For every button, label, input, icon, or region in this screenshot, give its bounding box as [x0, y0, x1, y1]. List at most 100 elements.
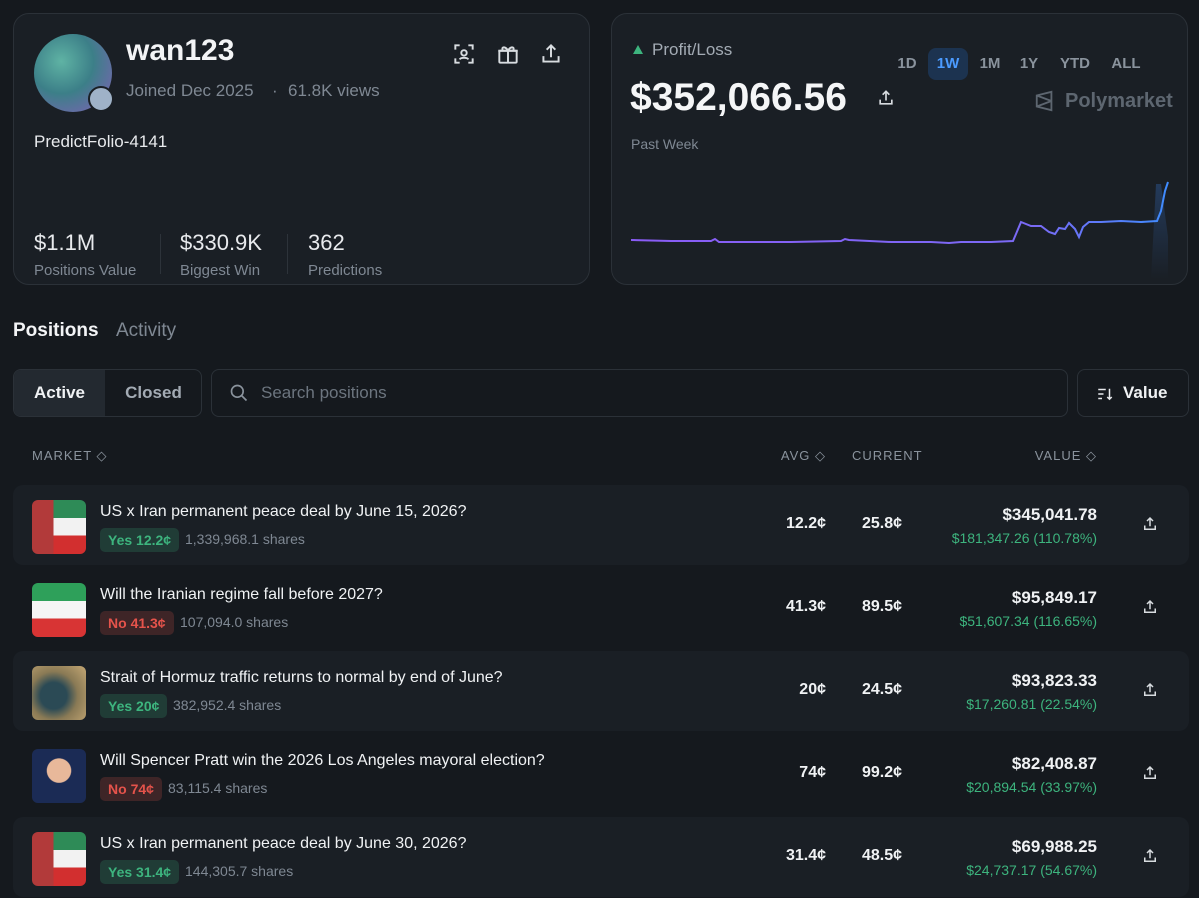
column-label: VALUE — [1034, 448, 1082, 463]
market-title[interactable]: Strait of Hormuz traffic returns to norm… — [100, 669, 503, 686]
column-label: CURRENT — [852, 448, 923, 463]
range-button[interactable]: 1W — [928, 48, 968, 80]
share-position[interactable] — [1141, 847, 1159, 865]
outcome-side: No — [108, 781, 127, 797]
current-price: 99.2¢ — [861, 764, 902, 781]
tab[interactable]: Positions — [13, 320, 99, 341]
column-header[interactable]: VALUE ◇ — [1034, 448, 1097, 463]
market-image — [32, 749, 86, 803]
scan-button[interactable] — [451, 41, 477, 67]
market-title[interactable]: US x Iran permanent peace deal by June 1… — [100, 503, 467, 520]
range-button[interactable]: 1D — [897, 55, 917, 72]
shares: 83,115.4 shares — [168, 780, 268, 796]
shares: 144,305.7 shares — [185, 863, 294, 879]
position-pnl: $20,894.54 (33.97%) — [966, 779, 1097, 795]
column-header[interactable]: MARKET ◇ — [32, 448, 108, 463]
joined: Joined Dec 2025 — [126, 81, 254, 100]
brand-logo — [1035, 90, 1053, 112]
avg-price: 31.4¢ — [785, 847, 826, 864]
outcome-side: Yes — [108, 864, 133, 880]
outcome-pill: Yes 12.2¢ — [100, 528, 180, 552]
position-value: $69,988.25 — [1011, 837, 1097, 856]
shares: 1,339,968.1 shares — [185, 531, 305, 547]
outcome-price: 20¢ — [136, 698, 160, 714]
avg-price: 20¢ — [799, 681, 826, 698]
up-arrow — [633, 45, 643, 54]
column-header[interactable]: AVG ◇ — [780, 448, 826, 463]
position-row[interactable]: Will the Iranian regime fall before 2027… — [13, 568, 1189, 648]
outcome-price: 12.2¢ — [136, 532, 172, 548]
filter-button[interactable]: Active — [14, 370, 105, 416]
views: 61.8K views — [288, 81, 380, 100]
avg-price: 12.2¢ — [785, 515, 826, 532]
outcome-price: 74¢ — [130, 781, 154, 797]
share-position[interactable] — [1141, 515, 1159, 533]
share-position[interactable] — [1141, 598, 1159, 616]
share-position[interactable] — [1141, 681, 1159, 699]
brand: Polymarket — [1065, 90, 1173, 112]
sort-label: Value — [1123, 383, 1168, 402]
share-icon — [1144, 516, 1156, 530]
username: wan123 — [126, 34, 235, 67]
pnl-label: Profit/Loss — [652, 40, 733, 59]
market-image — [32, 666, 86, 720]
range-button[interactable]: 1M — [979, 55, 1001, 72]
position-row[interactable]: Strait of Hormuz traffic returns to norm… — [13, 651, 1189, 731]
outcome-price: 31.4¢ — [136, 864, 172, 880]
range-button[interactable]: ALL — [1111, 55, 1141, 72]
column-header: CURRENT — [852, 448, 923, 463]
position-value: $95,849.17 — [1011, 588, 1097, 607]
stat-value: $330.9K — [180, 230, 262, 255]
stat-label: Positions Value — [34, 262, 137, 279]
divider — [160, 234, 161, 274]
outcome-price: 41.3¢ — [130, 615, 166, 631]
share-icon — [1144, 599, 1156, 613]
market-title[interactable]: Will Spencer Pratt win the 2026 Los Ange… — [100, 752, 545, 769]
range-button[interactable]: YTD — [1060, 55, 1090, 72]
share-position[interactable] — [1141, 764, 1159, 782]
sparkline — [631, 181, 1169, 279]
position-pnl: $51,607.34 (116.65%) — [959, 613, 1097, 629]
position-pnl: $24,737.17 (54.67%) — [966, 862, 1097, 878]
position-pnl: $181,347.26 (110.78%) — [951, 530, 1097, 546]
sort-button[interactable]: Value — [1077, 369, 1189, 417]
current-price: 25.8¢ — [861, 515, 902, 532]
badge — [88, 86, 114, 112]
position-row[interactable]: US x Iran permanent peace deal by June 1… — [13, 485, 1189, 565]
position-row[interactable]: Will Spencer Pratt win the 2026 Los Ange… — [13, 734, 1189, 814]
filter-group: Active Closed — [13, 369, 202, 417]
share-icon — [1144, 848, 1156, 862]
stat-label: Predictions — [308, 262, 383, 279]
share-button[interactable] — [538, 41, 564, 67]
outcome-side: No — [108, 615, 127, 631]
stat-value: 362 — [308, 230, 345, 255]
shares: 382,952.4 shares — [173, 697, 282, 713]
market-image — [32, 832, 86, 886]
market-title[interactable]: US x Iran permanent peace deal by June 3… — [100, 835, 467, 852]
pnl-card: Profit/Loss 1D 1W 1M 1Y YTD ALL $352,066.56 P… — [611, 13, 1188, 285]
outcome-side: Yes — [108, 532, 133, 548]
column-label: AVG — [780, 448, 811, 463]
share-pnl[interactable] — [876, 88, 896, 108]
position-row[interactable]: US x Iran permanent peace deal by June 3… — [13, 817, 1189, 897]
current-price: 89.5¢ — [861, 598, 902, 615]
current-price: 48.5¢ — [861, 847, 902, 864]
sparkline-line — [631, 181, 1169, 245]
outcome-pill: Yes 20¢ — [100, 694, 168, 718]
filter-button[interactable]: Closed — [125, 383, 182, 402]
share-icon — [1144, 765, 1156, 779]
tab[interactable]: Activity — [116, 320, 177, 341]
search-placeholder: Search positions — [261, 383, 387, 402]
range-button[interactable]: 1Y — [1019, 55, 1039, 72]
outcome-pill: No 74¢ — [100, 777, 162, 801]
shares: 107,094.0 shares — [180, 614, 289, 630]
outcome-pill: No 41.3¢ — [100, 611, 174, 635]
market-title[interactable]: Will the Iranian regime fall before 2027… — [100, 586, 383, 603]
current-price: 24.5¢ — [861, 681, 902, 698]
outcome-pill: Yes 31.4¢ — [100, 860, 180, 884]
display-name: PredictFolio-4141 — [34, 132, 168, 151]
gift-button[interactable] — [495, 41, 521, 67]
position-pnl: $17,260.81 (22.54%) — [966, 696, 1097, 712]
search-box[interactable]: Search positions — [211, 369, 1068, 417]
